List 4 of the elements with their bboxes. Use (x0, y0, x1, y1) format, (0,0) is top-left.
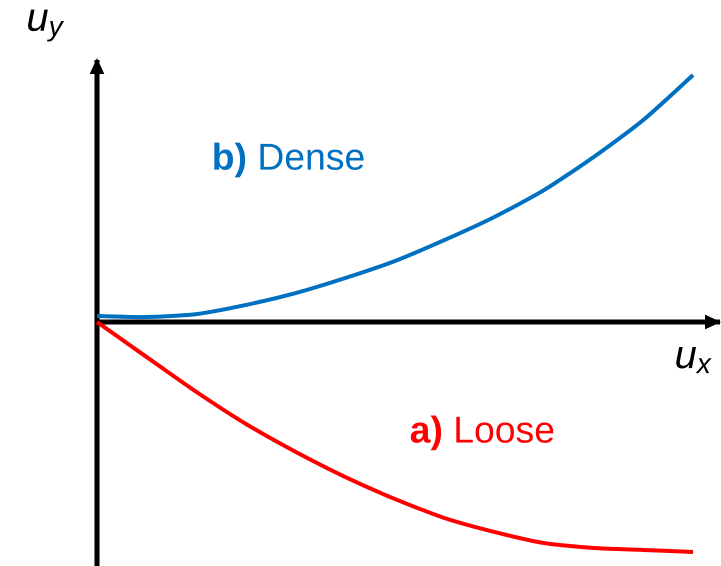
text: b) Dense (214, 142, 364, 178)
series-label: a) Loose (410, 416, 554, 450)
x-axis-title: u$_{x}$ (676, 346, 712, 374)
y-axis-title: u$_{y}$ (28, 10, 64, 42)
